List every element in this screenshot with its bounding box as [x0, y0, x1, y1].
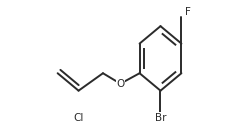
Text: Cl: Cl	[73, 113, 83, 123]
Text: F: F	[184, 7, 190, 17]
Text: O: O	[116, 79, 124, 89]
Text: Br: Br	[154, 113, 166, 123]
